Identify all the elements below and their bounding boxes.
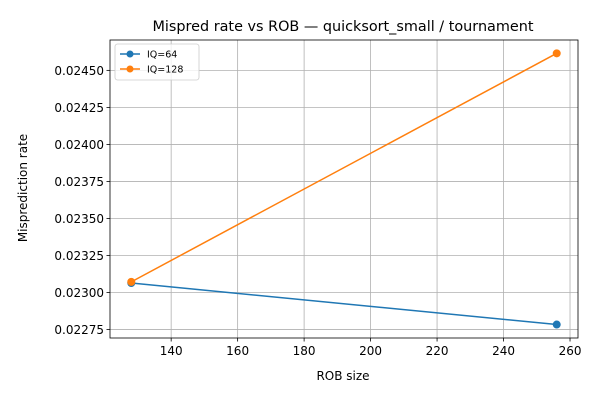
- x-tick-label: 180: [293, 344, 316, 358]
- series-group: [127, 49, 561, 329]
- series-line: [130, 52, 558, 283]
- x-tick-label: 160: [226, 344, 249, 358]
- data-point-marker: [552, 320, 561, 329]
- y-axis-label: Misprediction rate: [16, 134, 30, 242]
- legend-item: IQ=64: [120, 50, 177, 61]
- y-tick-label: 0.02450: [54, 64, 104, 78]
- x-tick-label: 260: [559, 344, 582, 358]
- y-tick-label: 0.02425: [54, 101, 104, 115]
- x-tick-label: 220: [426, 344, 449, 358]
- x-tick-label: 240: [492, 344, 515, 358]
- legend-marker: [126, 65, 134, 73]
- x-tick-label: 140: [160, 344, 183, 358]
- plot-area-frame: [109, 39, 579, 339]
- y-tick-label: 0.02350: [54, 212, 104, 226]
- y-tick-label: 0.02300: [54, 286, 104, 300]
- grid: [110, 40, 578, 338]
- y-tick-label: 0.02325: [54, 249, 104, 263]
- series-1: [127, 49, 561, 286]
- data-point-marker: [552, 49, 561, 58]
- legend-item: IQ=128: [120, 65, 183, 76]
- chart-title: Mispred rate vs ROB — quicksort_small / …: [152, 19, 533, 35]
- legend: IQ=64 IQ=128: [114, 43, 200, 81]
- series-line: [131, 282, 557, 326]
- x-tick-label: 200: [359, 344, 382, 358]
- data-point-marker: [127, 277, 136, 286]
- y-tick-label: 0.02400: [54, 138, 104, 152]
- x-axis-label: ROB size: [316, 369, 369, 383]
- legend-label: IQ=64: [147, 50, 177, 61]
- legend-box: [114, 43, 200, 81]
- y-tick-label: 0.02275: [54, 323, 104, 337]
- y-tick-label: 0.02375: [54, 175, 104, 189]
- legend-label: IQ=128: [147, 65, 183, 76]
- legend-marker: [126, 50, 134, 58]
- axis-ticks: 140 160 180 200 220 240 260 0.02275 0.02300 0.023…: [54, 64, 581, 358]
